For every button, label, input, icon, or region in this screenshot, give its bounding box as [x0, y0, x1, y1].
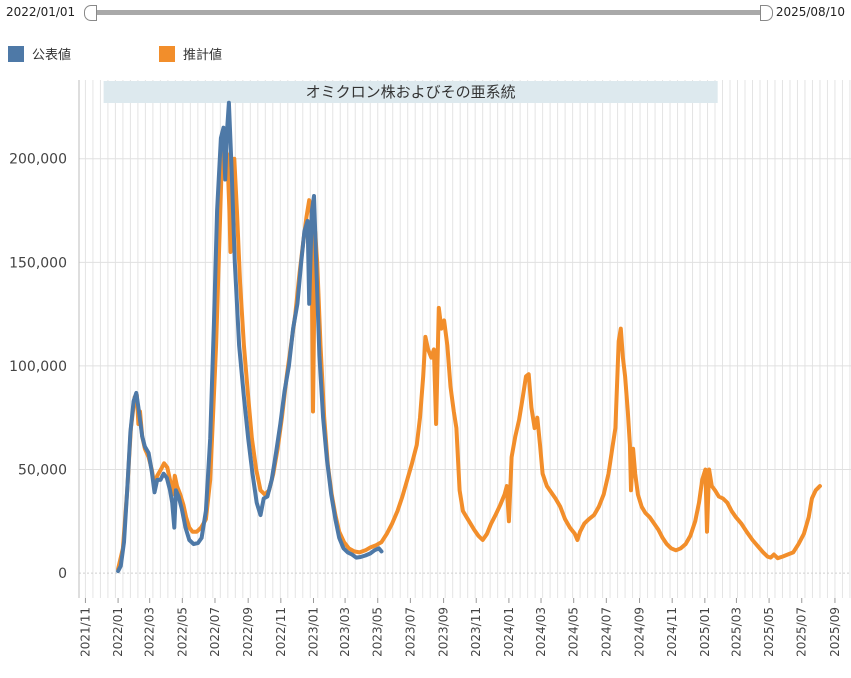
- x-tick-label: 2023/03: [338, 607, 352, 657]
- range-start-label: 2022/01/01: [6, 5, 76, 19]
- x-tick-label: 2022/09: [241, 607, 255, 657]
- y-tick-label: 200,000: [9, 152, 67, 168]
- x-tick-label: 2022/03: [143, 607, 157, 657]
- x-tick-label: 2025/09: [828, 607, 842, 657]
- x-tick-label: 2023/11: [469, 607, 483, 657]
- y-axis: 0 50,000 100,000 150,000 200,000: [9, 152, 67, 582]
- series-layer: [116, 100, 822, 574]
- legend-swatch-official: [8, 45, 24, 62]
- series-line-0: [116, 146, 822, 571]
- series-line-1: [116, 100, 384, 574]
- legend-item-official[interactable]: 公表値: [8, 44, 71, 63]
- y-tick-label: 100,000: [9, 359, 67, 375]
- legend-label-estimated: 推計値: [183, 48, 223, 63]
- annotation-label: オミクロン株およびその亜系統: [306, 83, 516, 101]
- range-end-label: 2025/08/10: [775, 5, 845, 19]
- x-tick-label: 2024/05: [567, 607, 581, 657]
- x-tick-label: 2023/09: [437, 607, 451, 657]
- x-tick-label: 2025/01: [698, 607, 712, 657]
- x-tick-label: 2024/03: [534, 607, 548, 657]
- x-tick-label: 2024/09: [633, 607, 647, 657]
- x-tick-label: 2024/01: [502, 607, 516, 657]
- date-range-slider: 2022/01/01 2025/08/10: [0, 0, 851, 28]
- x-tick-label: 2022/11: [274, 607, 288, 657]
- legend-label-official: 公表値: [32, 48, 72, 63]
- x-tick-label: 2025/07: [795, 607, 809, 657]
- grid-layer: [78, 80, 851, 598]
- x-tick-label: 2022/05: [175, 607, 189, 657]
- x-axis: 2021/11 2022/01 2022/03 2022/05 2022/07 2022/…: [78, 598, 842, 657]
- range-track[interactable]: [90, 10, 766, 15]
- legend-item-estimated[interactable]: 推計値: [159, 44, 222, 63]
- x-tick-label: 2022/07: [208, 607, 222, 657]
- x-tick-label: 2023/05: [371, 607, 385, 657]
- x-tick-label: 2025/05: [762, 607, 776, 657]
- range-start-handle[interactable]: [84, 5, 97, 21]
- annotation-band: [103, 81, 718, 103]
- range-end-handle[interactable]: [760, 5, 773, 21]
- x-tick-label: 2024/11: [665, 607, 679, 657]
- y-tick-label: 150,000: [9, 255, 67, 271]
- x-tick-label: 2025/03: [729, 607, 743, 657]
- x-tick-label: 2021/11: [78, 607, 92, 657]
- x-tick-label: 2023/07: [403, 607, 417, 657]
- y-tick-label: 0: [58, 566, 67, 582]
- legend-swatch-estimated: [159, 45, 175, 62]
- x-tick-label: 2024/07: [599, 607, 613, 657]
- x-tick-label: 2023/01: [306, 607, 320, 657]
- y-tick-label: 50,000: [18, 463, 67, 479]
- line-chart: オミクロン株およびその亜系統 0 50,000 100,000 150,000 200,…: [9, 80, 851, 657]
- x-tick-label: 2022/01: [111, 607, 125, 657]
